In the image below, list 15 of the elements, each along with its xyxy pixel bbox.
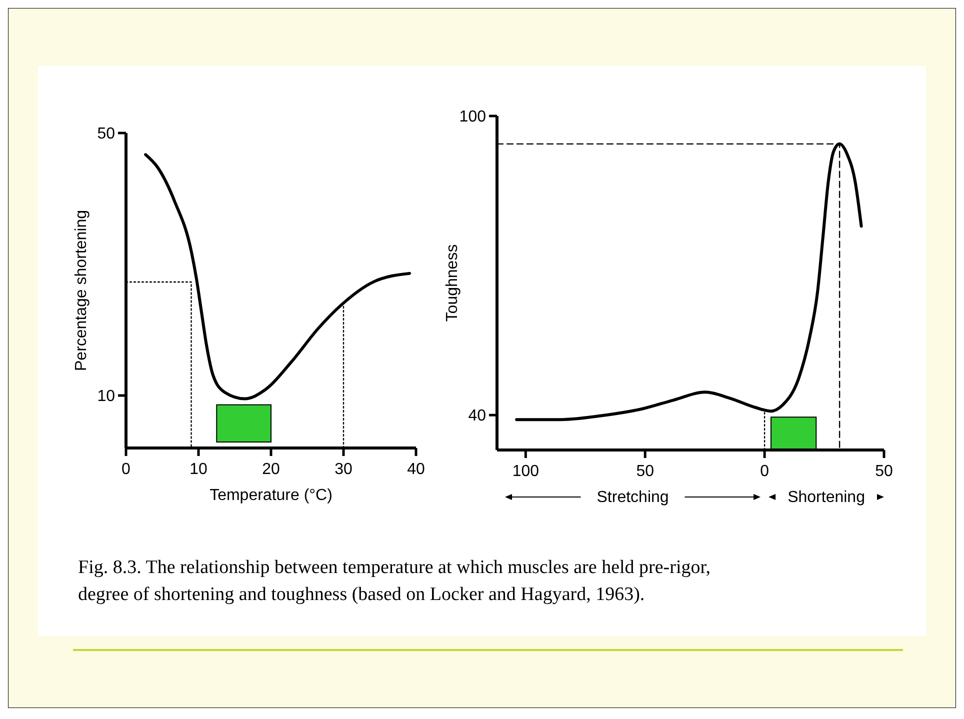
x-tick-label: 30 xyxy=(334,461,352,478)
text: Stretching xyxy=(596,489,669,506)
x-tick-label: 10 xyxy=(190,461,208,478)
y-axis-title: Percentage shortening xyxy=(73,210,90,371)
text: Shortening xyxy=(788,489,865,506)
x-axis-title: Temperature (°C) xyxy=(210,487,332,504)
caption: Fig. 8.3. The relationship between temperature at which muscles are held pre-rigor, degree of shortening and toughness (based on Locker and Hagyard, 1963). xyxy=(78,557,711,605)
x-tick-label: 20 xyxy=(262,461,280,478)
x-tick-label: 40 xyxy=(407,461,425,478)
y-axis-title: Toughness xyxy=(444,244,461,322)
x-tick-label: 50 xyxy=(636,463,654,480)
x-tick-label: 0 xyxy=(122,461,131,478)
x-tick-label: 50 xyxy=(875,463,893,480)
x-tick-label: 0 xyxy=(760,463,770,480)
x-tick-label: 100 xyxy=(512,463,540,480)
